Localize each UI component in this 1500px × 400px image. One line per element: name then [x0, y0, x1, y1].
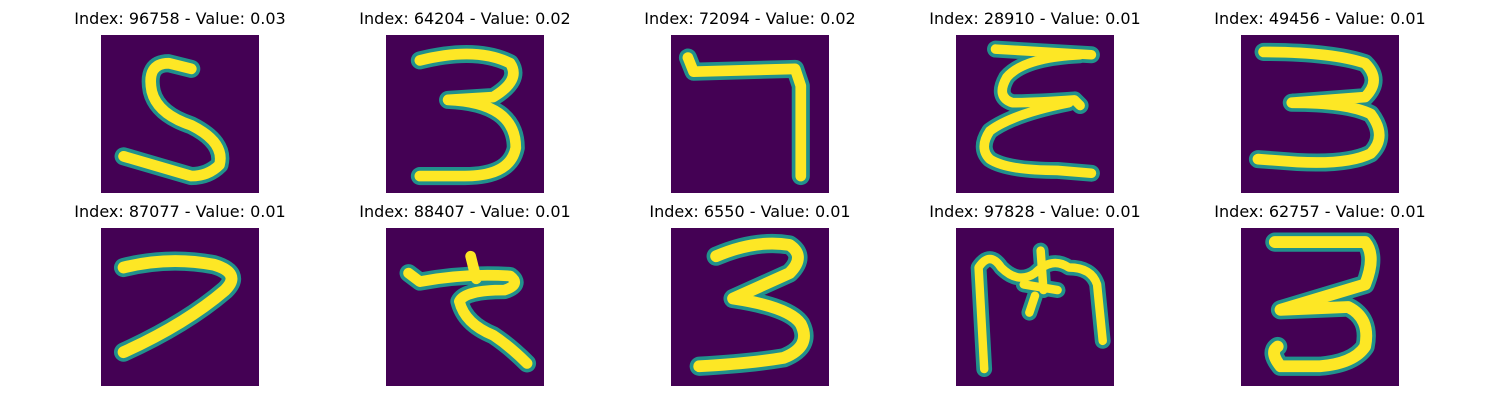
panel-3: Index: 72094 - Value: 0.02	[605, 0, 895, 193]
digit-image	[386, 35, 544, 193]
digit-image	[671, 228, 829, 386]
panel-title: Index: 97828 - Value: 0.01	[929, 202, 1141, 221]
panel-title: Index: 28910 - Value: 0.01	[929, 9, 1141, 28]
panel-10: Index: 62757 - Value: 0.01	[1175, 193, 1465, 386]
digit-image	[671, 35, 829, 193]
digit-image	[1241, 228, 1399, 386]
panel-title: Index: 96758 - Value: 0.03	[74, 9, 286, 28]
panel-6: Index: 87077 - Value: 0.01	[35, 193, 325, 386]
panel-title: Index: 72094 - Value: 0.02	[644, 9, 856, 28]
digit-image	[101, 35, 259, 193]
digit-image	[956, 228, 1114, 386]
digit-image	[101, 228, 259, 386]
panel-title: Index: 49456 - Value: 0.01	[1214, 9, 1426, 28]
digit-image	[956, 35, 1114, 193]
panel-5: Index: 49456 - Value: 0.01	[1175, 0, 1465, 193]
digit-image	[1241, 35, 1399, 193]
panel-4: Index: 28910 - Value: 0.01	[890, 0, 1180, 193]
panel-title: Index: 64204 - Value: 0.02	[359, 9, 571, 28]
panel-title: Index: 62757 - Value: 0.01	[1214, 202, 1426, 221]
panel-title: Index: 6550 - Value: 0.01	[649, 202, 851, 221]
panel-2: Index: 64204 - Value: 0.02	[320, 0, 610, 193]
panel-title: Index: 87077 - Value: 0.01	[74, 202, 286, 221]
panel-title: Index: 88407 - Value: 0.01	[359, 202, 571, 221]
digit-image	[386, 228, 544, 386]
panel-7: Index: 88407 - Value: 0.01	[320, 193, 610, 386]
panel-1: Index: 96758 - Value: 0.03	[35, 0, 325, 193]
panel-8: Index: 6550 - Value: 0.01	[605, 193, 895, 386]
panel-9: Index: 97828 - Value: 0.01	[890, 193, 1180, 386]
